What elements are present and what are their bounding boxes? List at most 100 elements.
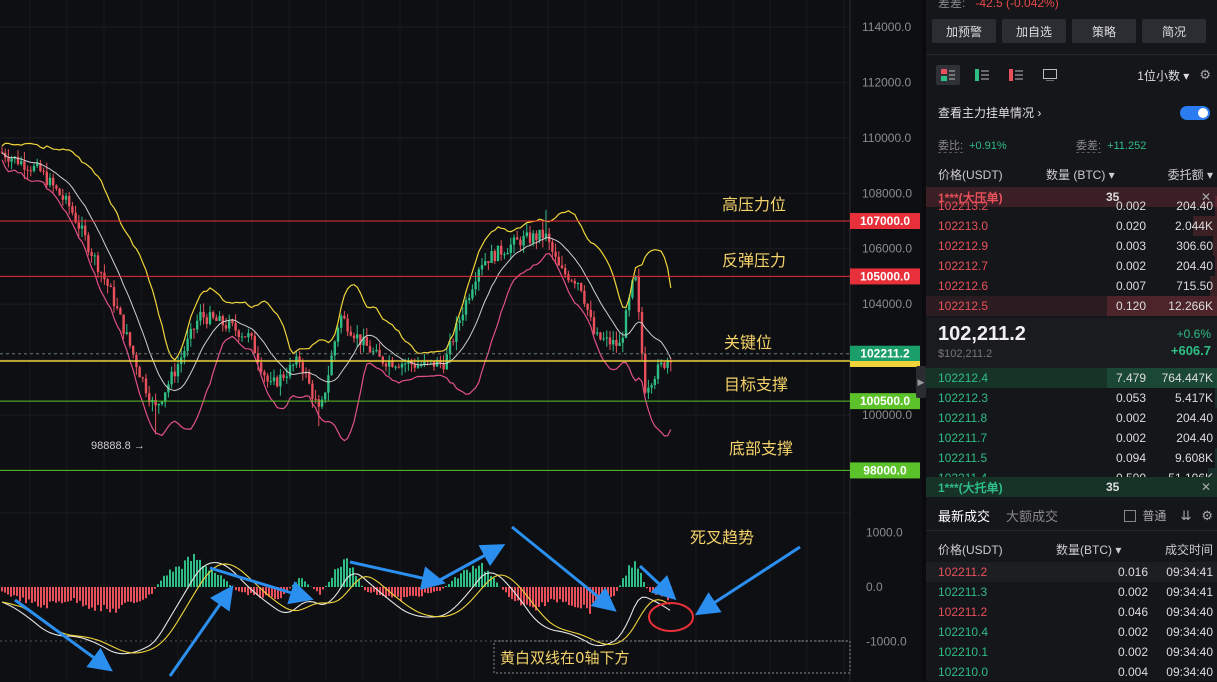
candle-body [401,364,403,368]
candle-body [366,337,368,346]
candle-body [346,318,348,331]
macd-bar [400,587,402,601]
main-orders-toggle[interactable] [1180,106,1210,120]
candle-body [404,364,406,365]
candle-body [110,286,112,287]
collapse-handle[interactable]: ▶ [916,366,926,398]
macd-bar [28,587,30,599]
big-bid-banner[interactable]: 1***(大托单) 35 ✕ [926,477,1217,497]
normal-checkbox[interactable]: 普通 [1124,507,1166,524]
filter-icon[interactable]: ⇊ [1180,508,1191,524]
macd-bar [580,587,582,608]
candle-body [196,321,198,330]
candle-body [644,354,646,393]
price-tick-label: 106000.0 [862,242,912,256]
candle-body [657,364,659,379]
candle-body [369,346,371,353]
price-tick-label: 108000.0 [862,186,912,200]
candle-body [375,350,377,351]
main-orders-row: 查看主力挂单情况 › [938,104,1210,121]
macd-bar [439,587,441,591]
boll-lower-line [2,160,671,441]
add-alert-button[interactable]: 加预警 [932,19,996,43]
macd-bar [226,581,228,587]
macd-tick-label: 1000.0 [866,526,903,540]
asks-view-icon[interactable] [1004,65,1028,85]
macd-bar [505,587,507,592]
tab-latest-trades[interactable]: 最新成交 [938,506,990,525]
candle-body [129,332,131,346]
candle-body [126,332,128,334]
strategy-button[interactable]: 策略 [1072,19,1136,43]
candle-body [42,171,44,172]
candle-body [599,332,601,339]
amount-sort[interactable]: 委托额 ▾ [1168,166,1213,183]
candle-body [193,329,195,330]
orderbook-view-row: 1位小数 ▾ ⚙ [936,64,1211,86]
both-sides-view-icon[interactable] [936,65,960,85]
qty-sort[interactable]: 数量 (BTC) ▾ [1046,166,1115,183]
macd-bar [82,587,84,606]
candle-body [33,166,35,171]
macd-bar [415,587,417,596]
candle-body [212,312,214,318]
overview-button[interactable]: 简况 [1142,19,1206,43]
candle-body [282,375,284,378]
macd-bar [88,587,90,609]
main-orders-label[interactable]: 查看主力挂单情况 › [938,104,1041,121]
candle-body [241,336,243,337]
macd-bar [127,587,129,602]
macd-bar [211,570,213,587]
candle-body [577,283,579,284]
tab-large-trades[interactable]: 大额成交 [1006,506,1058,525]
macd-bar [235,587,237,590]
add-watchlist-button[interactable]: 加自选 [1002,19,1066,43]
depth-view-icon[interactable] [1038,65,1062,85]
macd-bar [625,576,627,587]
macd-bar [121,587,123,605]
macd-bar [148,587,150,595]
close-icon[interactable]: ✕ [1201,480,1211,494]
candle-body [580,283,582,291]
trade-settings-icon[interactable]: ⚙ [1201,508,1213,524]
price-chart[interactable]: 114000.0112000.0110000.0108000.0106000.0… [0,0,922,681]
price-tick-label: 110000.0 [862,131,911,145]
decimals-dropdown[interactable]: 1位小数 ▾ [1137,67,1189,84]
candle-body [340,316,342,328]
macd-bar [634,561,636,587]
macd-bar [469,572,471,587]
candle-body [254,336,256,353]
settings-icon[interactable]: ⚙ [1199,67,1211,83]
macd-bar [376,587,378,595]
candle-body [218,316,220,321]
annotation-target-support: 目标支撑 [724,375,788,394]
macd-bar [457,578,459,587]
candle-body [55,186,57,189]
bids-view-icon[interactable] [970,65,994,85]
annotation-death-cross: 死叉趋势 [690,528,754,547]
macd-bar [562,587,564,602]
trade-qty-sort[interactable]: 数量(BTC) ▾ [1056,541,1121,558]
candle-body [385,363,387,366]
candle-body [596,332,598,333]
candle-body [452,341,454,342]
macd-bar [223,579,225,587]
